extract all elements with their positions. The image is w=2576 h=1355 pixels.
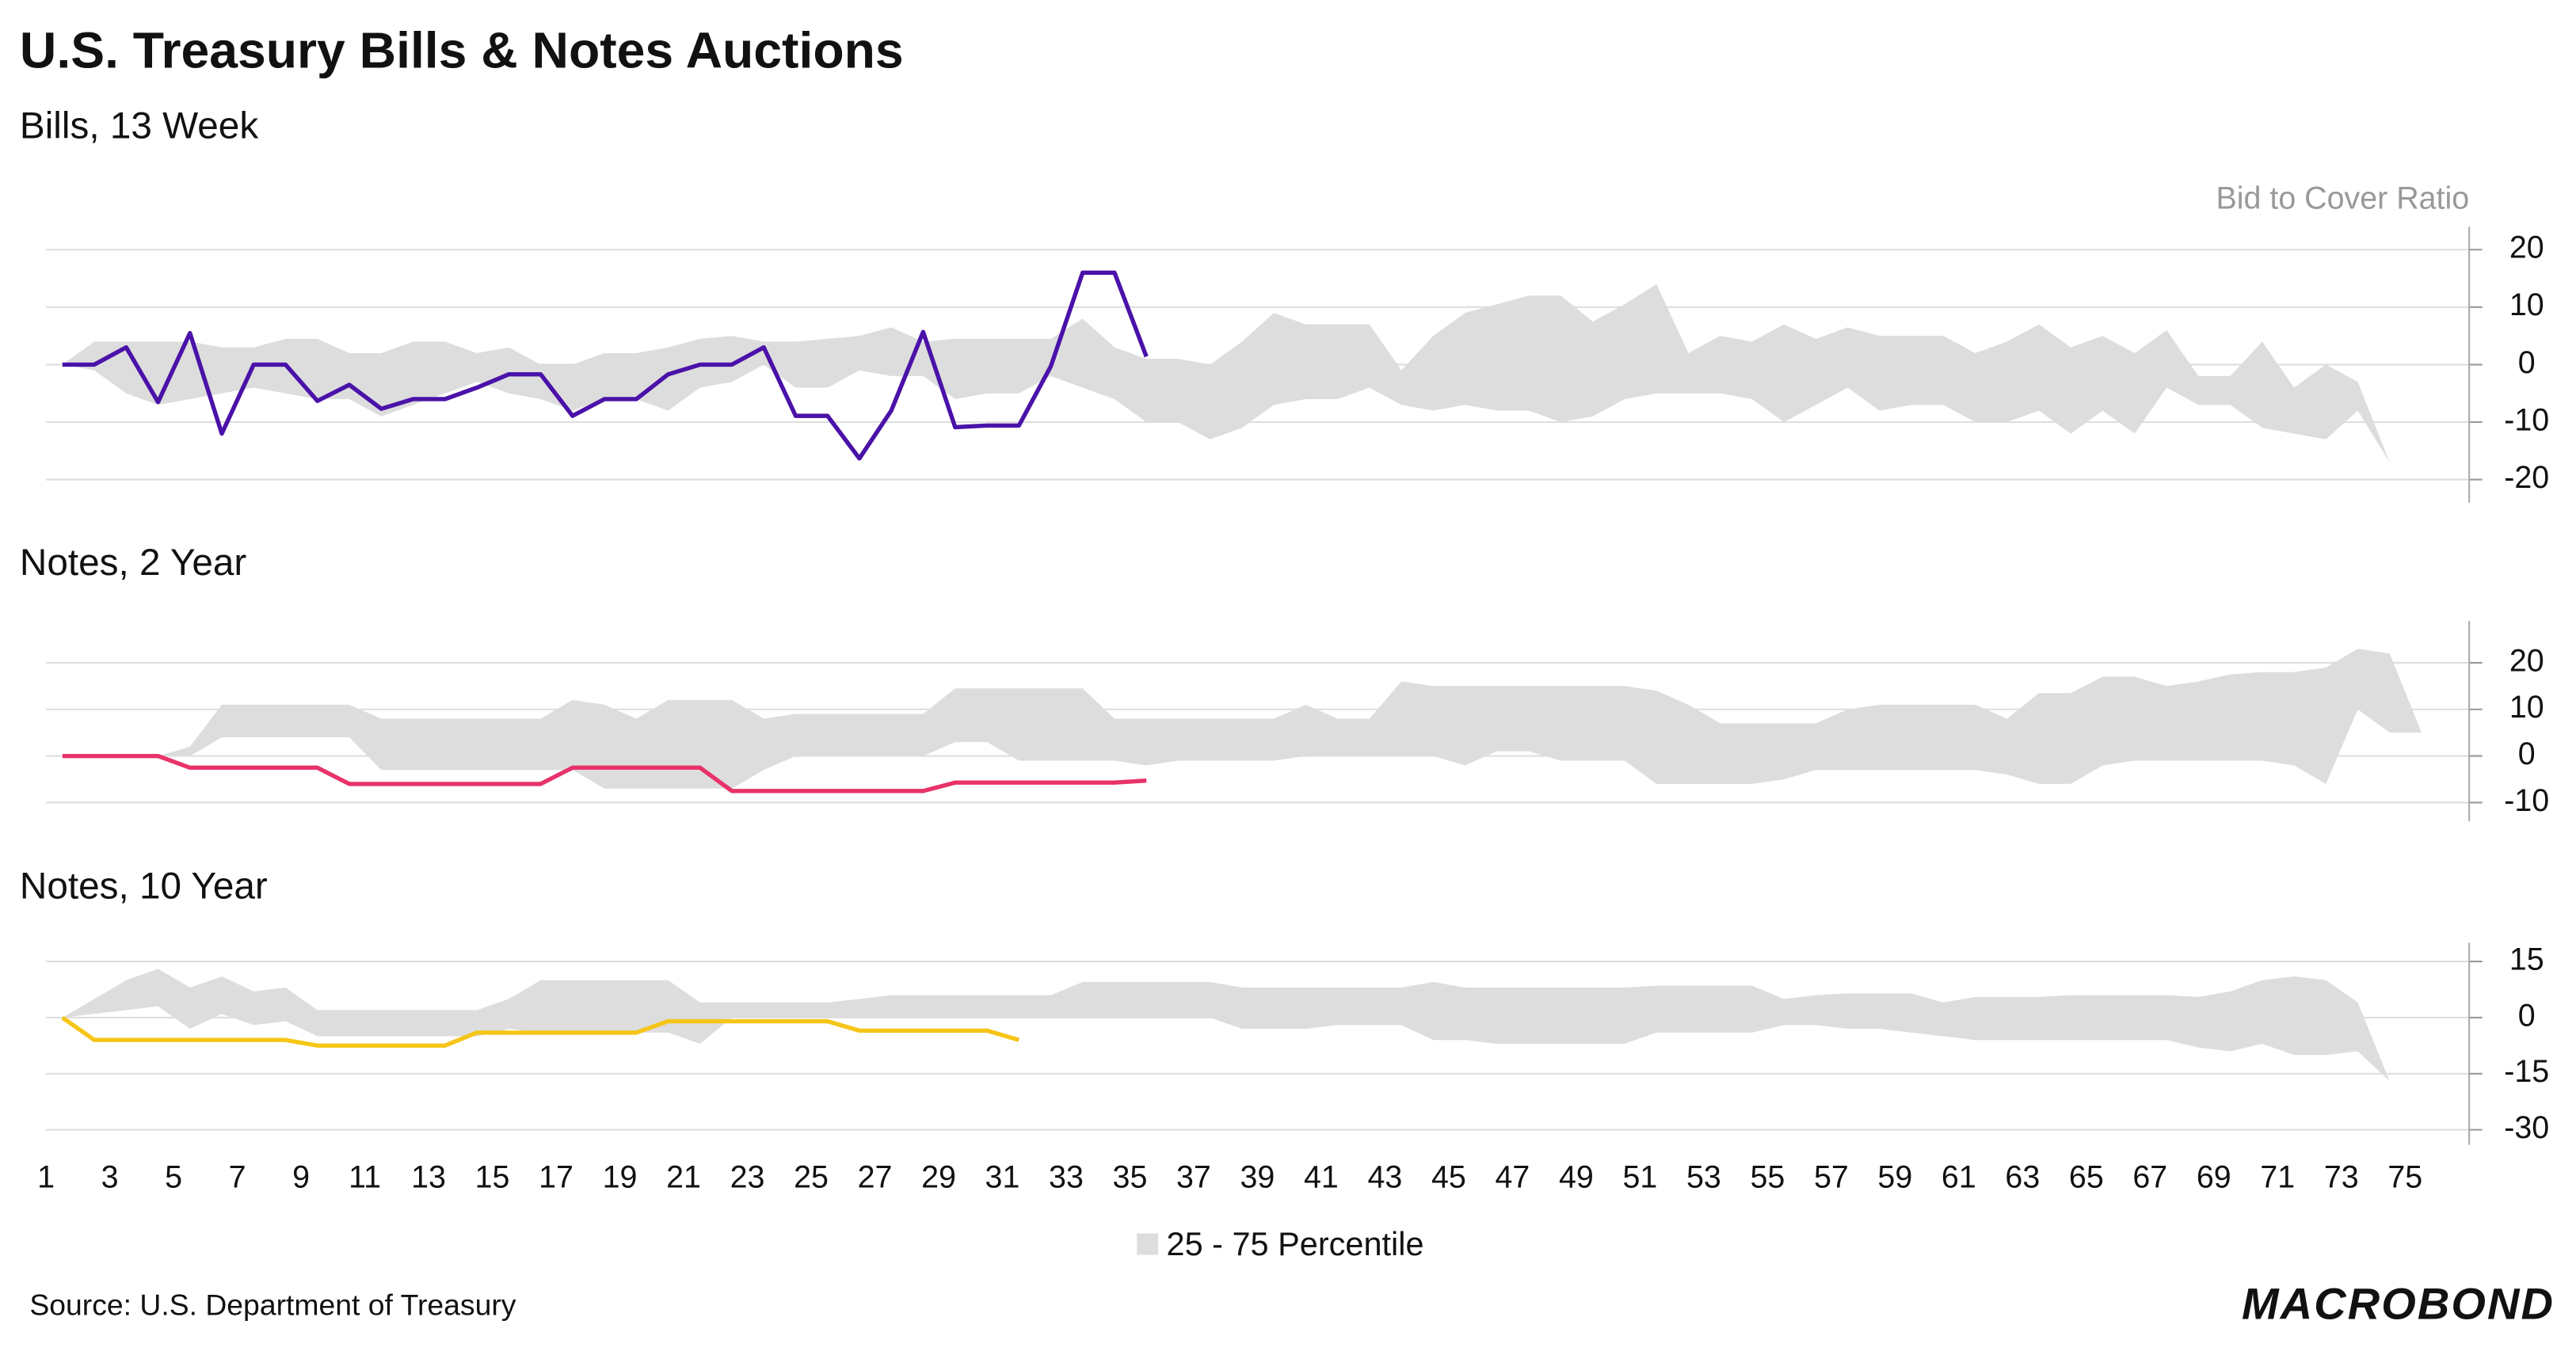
x-tick-label: 49	[1559, 1159, 1594, 1194]
y-tick-label: -30	[2504, 1110, 2549, 1145]
x-tick-label: 75	[2387, 1159, 2422, 1194]
source: Source: U.S. Department of Treasury	[29, 1288, 516, 1322]
x-tick-label: 23	[730, 1159, 765, 1194]
x-tick-label: 27	[858, 1159, 893, 1194]
x-tick-label: 47	[1495, 1159, 1530, 1194]
x-tick-label: 53	[1686, 1159, 1721, 1194]
y-tick-label: 10	[2509, 690, 2544, 725]
logo: MACROBOND	[2242, 1279, 2555, 1329]
x-tick-label: 65	[2069, 1159, 2104, 1194]
x-tick-label: 45	[1431, 1159, 1466, 1194]
x-tick-label: 11	[349, 1159, 381, 1194]
x-tick-label: 41	[1304, 1159, 1339, 1194]
y-tick-label: 15	[2509, 942, 2544, 976]
series-line	[62, 753, 1147, 794]
chart-title: U.S. Treasury Bills & Notes Auctions	[20, 21, 904, 78]
x-tick-label: 17	[539, 1159, 574, 1194]
x-tick-label: 9	[292, 1159, 310, 1194]
y-tick-label: -10	[2504, 402, 2549, 437]
x-tick-label: 57	[1814, 1159, 1849, 1194]
x-tick-label: 35	[1113, 1159, 1148, 1194]
subtitle: Notes, 2 Year	[20, 542, 246, 584]
y-tick-label: 10	[2509, 287, 2544, 322]
series-line	[62, 270, 1149, 461]
percentile-band	[62, 649, 2422, 789]
y-tick-label: 20	[2509, 230, 2544, 265]
x-tick-label: 61	[1942, 1159, 1976, 1194]
y-tick-label: 0	[2518, 998, 2536, 1033]
y-tick-label: 20	[2509, 643, 2544, 678]
x-tick-label: 19	[603, 1159, 638, 1194]
x-tick-label: 69	[2197, 1159, 2231, 1194]
x-tick-label: 55	[1750, 1159, 1785, 1194]
y-tick-label: 0	[2518, 736, 2536, 771]
series-line	[61, 1015, 1020, 1048]
legend-label: 25 - 75 Percentile	[1167, 1225, 1424, 1262]
x-tick-label: 63	[2005, 1159, 2040, 1194]
x-tick-label: 21	[666, 1159, 701, 1194]
x-tick-label: 67	[2132, 1159, 2167, 1194]
y-axis-label: Bid to Cover Ratio	[2216, 181, 2470, 215]
x-tick-label: 15	[475, 1159, 510, 1194]
x-tick-label: 5	[165, 1159, 182, 1194]
x-tick-label: 73	[2324, 1159, 2359, 1194]
x-tick-label: 31	[985, 1159, 1020, 1194]
y-tick-label: -20	[2504, 460, 2549, 495]
y-tick-label: -10	[2504, 783, 2549, 818]
percentile-band	[62, 969, 2390, 1082]
y-tick-label: -15	[2504, 1054, 2549, 1089]
x-tick-label: 13	[411, 1159, 446, 1194]
x-tick-label: 7	[229, 1159, 246, 1194]
percentile-band	[62, 284, 2390, 462]
x-tick-label: 29	[921, 1159, 956, 1194]
x-tick-label: 33	[1049, 1159, 1084, 1194]
subtitle: Bills, 13 Week	[20, 105, 258, 147]
x-tick-label: 39	[1240, 1159, 1275, 1194]
x-tick-label: 71	[2260, 1159, 2295, 1194]
legend-swatch	[1137, 1233, 1159, 1255]
x-tick-label: 51	[1622, 1159, 1657, 1194]
subtitle: Notes, 10 Year	[20, 866, 268, 908]
x-tick-label: 43	[1368, 1159, 1403, 1194]
x-tick-label: 59	[1877, 1159, 1912, 1194]
x-tick-label: 1	[37, 1159, 55, 1194]
y-tick-label: 0	[2518, 345, 2536, 380]
x-tick-label: 37	[1176, 1159, 1211, 1194]
x-tick-label: 3	[101, 1159, 119, 1194]
x-tick-label: 25	[794, 1159, 829, 1194]
